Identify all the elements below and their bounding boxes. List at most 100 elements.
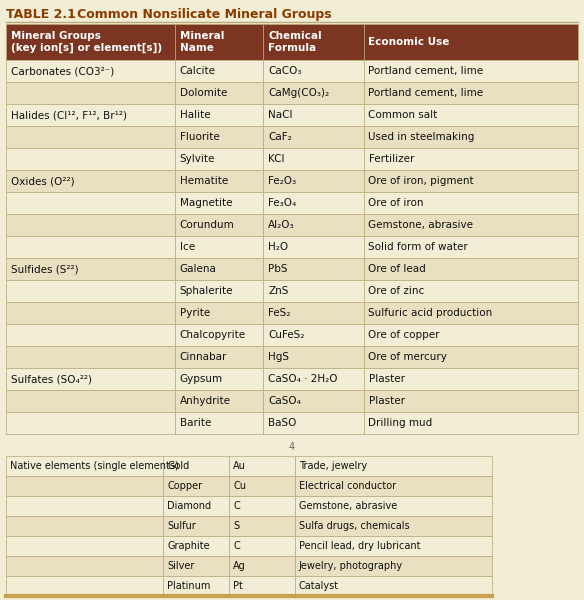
Text: Common Nonsilicate Mineral Groups: Common Nonsilicate Mineral Groups [64,8,332,21]
Bar [6,302,175,324]
Bar [164,576,229,596]
Text: Sylvite: Sylvite [180,154,215,164]
Bar [6,536,164,556]
Bar [6,556,164,576]
Bar [6,476,164,496]
Text: CaSO₄ · 2H₂O: CaSO₄ · 2H₂O [269,374,338,384]
Bar [175,280,263,302]
Bar [363,368,578,390]
Bar [295,456,492,476]
Bar [363,390,578,412]
Text: Sphalerite: Sphalerite [180,286,233,296]
Text: Ore of mercury: Ore of mercury [369,352,447,362]
Text: Plaster: Plaster [369,396,405,406]
Bar [175,390,263,412]
Text: H₂O: H₂O [269,242,288,252]
Text: Barite: Barite [180,418,211,428]
Bar [263,170,363,192]
Bar [6,496,164,516]
Bar [295,496,492,516]
Text: Carbonates (CO3²⁻): Carbonates (CO3²⁻) [11,66,114,76]
Bar [229,516,295,536]
Text: Mineral
Name: Mineral Name [180,31,224,53]
Text: Ice: Ice [180,242,195,252]
Text: 4: 4 [289,442,295,452]
Text: Magnetite: Magnetite [180,198,232,208]
Text: CuFeS₂: CuFeS₂ [269,330,305,340]
Bar [263,258,363,280]
Text: KCl: KCl [269,154,285,164]
Text: Gemstone, abrasive: Gemstone, abrasive [299,501,397,511]
Bar [363,214,578,236]
Bar [363,280,578,302]
Bar [263,280,363,302]
Bar [6,214,175,236]
Text: Native elements (single elements): Native elements (single elements) [10,461,179,471]
Text: Hematite: Hematite [180,176,228,186]
Bar [363,170,578,192]
Text: S: S [233,521,239,531]
Bar [175,148,263,170]
Text: Pyrite: Pyrite [180,308,210,318]
Bar [229,476,295,496]
Bar [363,302,578,324]
Bar [175,170,263,192]
Bar [6,346,175,368]
Text: Cinnabar: Cinnabar [180,352,227,362]
Text: Graphite: Graphite [167,541,210,551]
Bar [263,390,363,412]
Bar [175,368,263,390]
Bar [6,576,164,596]
Text: Platinum: Platinum [167,581,211,591]
Bar [6,236,175,258]
Text: Halite: Halite [180,110,210,120]
Text: Mineral Groups
(key ion[s] or element[s]): Mineral Groups (key ion[s] or element[s]… [11,31,162,53]
Text: Sulfates (SO₄²²): Sulfates (SO₄²²) [11,374,92,384]
Text: NaCl: NaCl [269,110,293,120]
Bar [263,126,363,148]
Text: Gold: Gold [167,461,190,471]
Bar [6,280,175,302]
Bar [164,476,229,496]
Bar [263,368,363,390]
Bar [175,346,263,368]
Bar [164,496,229,516]
Bar [175,126,263,148]
Text: Drilling mud: Drilling mud [369,418,433,428]
Text: Solid form of water: Solid form of water [369,242,468,252]
Bar [6,412,175,434]
Text: Electrical conductor: Electrical conductor [299,481,396,491]
Text: Oxides (O²²): Oxides (O²²) [11,176,75,186]
Bar [164,556,229,576]
Bar [6,192,175,214]
Bar [363,148,578,170]
Text: C: C [233,501,240,511]
Bar [229,456,295,476]
Bar [263,302,363,324]
Text: Sulfur: Sulfur [167,521,196,531]
Text: Pt: Pt [233,581,243,591]
Text: Dolomite: Dolomite [180,88,227,98]
Text: C: C [233,541,240,551]
Text: Plaster: Plaster [369,374,405,384]
Text: Galena: Galena [180,264,217,274]
Text: CaCO₃: CaCO₃ [269,66,302,76]
Text: Sulfides (S²²): Sulfides (S²²) [11,264,79,274]
Text: Copper: Copper [167,481,203,491]
Bar [295,556,492,576]
Bar [295,576,492,596]
Text: Sulfa drugs, chemicals: Sulfa drugs, chemicals [299,521,409,531]
Bar [6,456,164,476]
Text: CaSO₄: CaSO₄ [269,396,301,406]
Bar [6,24,175,60]
Bar [295,476,492,496]
Text: Fe₃O₄: Fe₃O₄ [269,198,297,208]
Text: Calcite: Calcite [180,66,215,76]
Text: Catalyst: Catalyst [299,581,339,591]
Text: CaF₂: CaF₂ [269,132,292,142]
Text: Trade, jewelry: Trade, jewelry [299,461,367,471]
Text: Ore of lead: Ore of lead [369,264,426,274]
Bar [263,82,363,104]
Bar [263,236,363,258]
Text: Common salt: Common salt [369,110,438,120]
